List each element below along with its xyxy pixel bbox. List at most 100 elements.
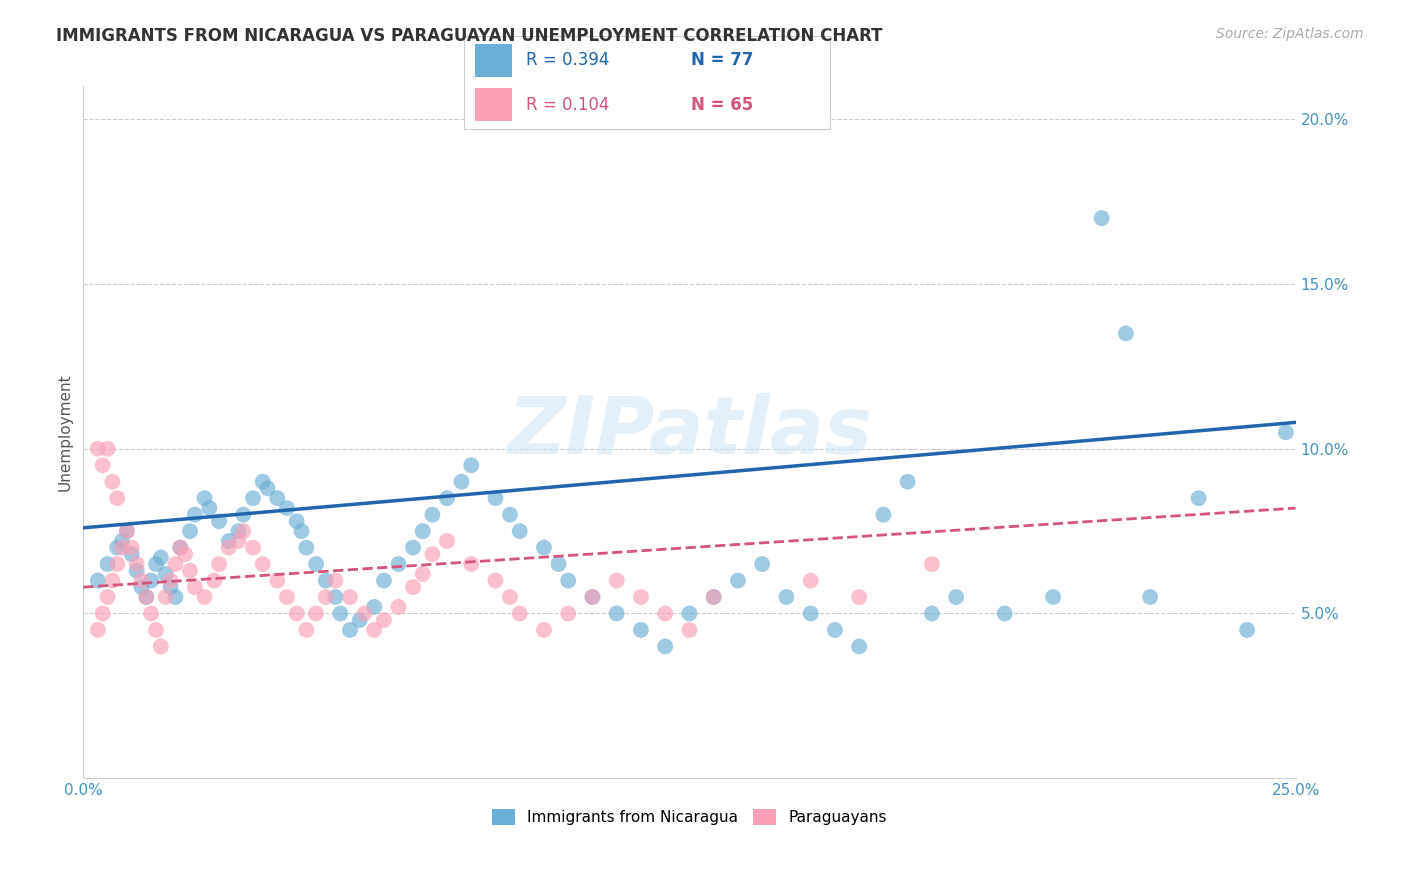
Point [179, 564, 201, 578]
Point [387, 557, 409, 571]
Point [703, 590, 725, 604]
Point [921, 557, 943, 571]
Point [101, 574, 124, 588]
Point [533, 623, 555, 637]
Point [606, 574, 628, 588]
Point [305, 557, 328, 571]
Point [402, 541, 425, 555]
Point [145, 623, 167, 637]
Point [751, 557, 773, 571]
Point [373, 574, 395, 588]
Text: R = 0.104: R = 0.104 [526, 95, 609, 113]
Point [1275, 425, 1298, 440]
Point [994, 607, 1017, 621]
Point [228, 524, 250, 538]
Point [295, 541, 318, 555]
Point [945, 590, 967, 604]
Point [208, 557, 231, 571]
Point [921, 607, 943, 621]
Point [184, 508, 207, 522]
Point [363, 599, 385, 614]
Point [630, 623, 652, 637]
Point [412, 524, 434, 538]
Point [1115, 326, 1137, 341]
Point [290, 524, 312, 538]
Point [775, 590, 797, 604]
Point [1187, 491, 1209, 506]
Point [509, 607, 531, 621]
FancyBboxPatch shape [475, 44, 512, 77]
Point [135, 590, 157, 604]
Point [678, 623, 700, 637]
Point [703, 590, 725, 604]
Point [581, 590, 603, 604]
Point [800, 607, 823, 621]
Point [848, 590, 870, 604]
Point [557, 607, 579, 621]
Point [252, 475, 274, 489]
Point [373, 613, 395, 627]
Point [800, 574, 823, 588]
Point [96, 442, 118, 456]
Point [848, 640, 870, 654]
Point [105, 491, 128, 506]
Point [353, 607, 375, 621]
Point [165, 557, 187, 571]
Text: IMMIGRANTS FROM NICARAGUA VS PARAGUAYAN UNEMPLOYMENT CORRELATION CHART: IMMIGRANTS FROM NICARAGUA VS PARAGUAYAN … [56, 27, 883, 45]
Point [96, 557, 118, 571]
Text: ZIPatlas: ZIPatlas [508, 393, 872, 471]
Point [242, 541, 264, 555]
Point [315, 590, 337, 604]
Point [533, 541, 555, 555]
Point [87, 623, 110, 637]
Point [91, 458, 114, 473]
Point [484, 491, 506, 506]
Point [339, 590, 361, 604]
Point [654, 607, 676, 621]
Point [266, 574, 288, 588]
Point [145, 557, 167, 571]
Point [159, 574, 181, 588]
Point [1139, 590, 1161, 604]
Point [105, 541, 128, 555]
Point [1236, 623, 1258, 637]
Point [606, 607, 628, 621]
Point [557, 574, 579, 588]
Point [115, 524, 138, 538]
Point [295, 623, 318, 637]
Point [509, 524, 531, 538]
Point [131, 574, 153, 588]
Text: N = 65: N = 65 [690, 95, 752, 113]
Point [305, 607, 328, 621]
Point [363, 623, 385, 637]
Legend: Immigrants from Nicaragua, Paraguayans: Immigrants from Nicaragua, Paraguayans [484, 802, 894, 833]
Point [96, 590, 118, 604]
Point [111, 534, 134, 549]
Point [115, 524, 138, 538]
Point [101, 475, 124, 489]
Y-axis label: Unemployment: Unemployment [58, 374, 72, 491]
Point [125, 557, 148, 571]
Point [897, 475, 920, 489]
Point [125, 564, 148, 578]
Point [159, 580, 181, 594]
Point [149, 640, 172, 654]
Point [169, 541, 191, 555]
Point [256, 481, 278, 495]
Point [105, 557, 128, 571]
Point [149, 550, 172, 565]
Point [266, 491, 288, 506]
Point [169, 541, 191, 555]
Point [198, 501, 221, 516]
Point [165, 590, 187, 604]
Point [325, 574, 347, 588]
Point [252, 557, 274, 571]
Point [349, 613, 371, 627]
Point [329, 607, 352, 621]
Point [499, 508, 522, 522]
Point [422, 547, 444, 561]
Point [547, 557, 569, 571]
Point [276, 590, 298, 604]
Point [1091, 211, 1114, 226]
Point [824, 623, 846, 637]
